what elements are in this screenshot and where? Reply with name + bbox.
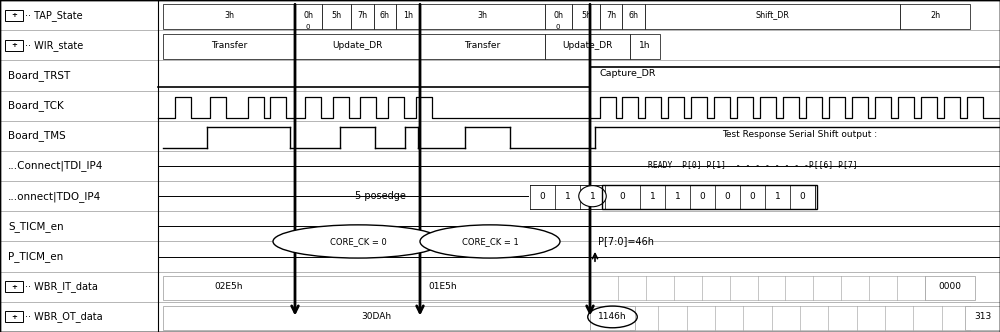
Text: Transfer: Transfer bbox=[211, 41, 247, 50]
Text: Test Response Serial Shift output :: Test Response Serial Shift output : bbox=[722, 130, 878, 139]
Text: 2h: 2h bbox=[930, 11, 940, 20]
Bar bbox=[965, 306, 1000, 330]
Ellipse shape bbox=[420, 225, 560, 258]
Text: Board_TMS: Board_TMS bbox=[8, 130, 66, 141]
Text: 1: 1 bbox=[675, 192, 680, 201]
Text: 5 posedge: 5 posedge bbox=[355, 191, 405, 201]
Text: Update_DR: Update_DR bbox=[562, 41, 613, 50]
Bar bbox=[545, 4, 572, 29]
Text: 01E5h: 01E5h bbox=[428, 282, 457, 291]
Text: 1h: 1h bbox=[639, 41, 651, 50]
Text: ·· TAP_State: ·· TAP_State bbox=[25, 10, 83, 21]
Text: 1: 1 bbox=[565, 192, 570, 201]
Text: 5h: 5h bbox=[581, 11, 591, 20]
Bar bbox=[295, 34, 420, 59]
Bar bbox=[163, 306, 590, 330]
Text: 1h: 1h bbox=[403, 11, 413, 20]
Text: 30DAh: 30DAh bbox=[361, 312, 392, 321]
Text: 0: 0 bbox=[556, 24, 560, 30]
Bar bbox=[295, 276, 590, 300]
Text: 7h: 7h bbox=[606, 11, 616, 20]
Text: Capture_DR: Capture_DR bbox=[600, 69, 656, 78]
Text: 1: 1 bbox=[775, 192, 780, 201]
Text: Board_TRST: Board_TRST bbox=[8, 70, 70, 81]
Bar bbox=[5, 281, 23, 292]
Text: 7h: 7h bbox=[357, 11, 368, 20]
Text: ·· WIR_state: ·· WIR_state bbox=[25, 40, 83, 51]
Text: CORE_CK = 0: CORE_CK = 0 bbox=[330, 237, 386, 246]
Text: 1: 1 bbox=[590, 192, 595, 201]
Bar bbox=[900, 4, 970, 29]
Bar bbox=[322, 4, 351, 29]
Text: 6h: 6h bbox=[380, 11, 390, 20]
Ellipse shape bbox=[273, 225, 443, 258]
Ellipse shape bbox=[579, 186, 606, 207]
Text: 0: 0 bbox=[750, 192, 755, 201]
Bar bbox=[600, 4, 622, 29]
Text: +: + bbox=[11, 284, 17, 290]
Text: CORE_CK = 1: CORE_CK = 1 bbox=[462, 237, 518, 246]
Text: P[7:0]=46h: P[7:0]=46h bbox=[598, 236, 654, 246]
Text: 0: 0 bbox=[620, 192, 625, 201]
Text: 02E5h: 02E5h bbox=[215, 282, 243, 291]
Bar bbox=[420, 4, 545, 29]
Text: 3h: 3h bbox=[478, 11, 488, 20]
Bar bbox=[602, 185, 817, 209]
Text: 0: 0 bbox=[540, 192, 545, 201]
Bar bbox=[351, 4, 374, 29]
Text: S_TICM_en: S_TICM_en bbox=[8, 221, 64, 232]
Text: 0000: 0000 bbox=[938, 282, 962, 291]
Text: Update_DR: Update_DR bbox=[332, 41, 383, 50]
Text: ·· WBR_IT_data: ·· WBR_IT_data bbox=[25, 281, 98, 292]
Bar bbox=[590, 306, 635, 330]
Text: +: + bbox=[11, 314, 17, 320]
Text: 313: 313 bbox=[974, 312, 991, 321]
Text: 5h: 5h bbox=[331, 11, 342, 20]
Bar bbox=[5, 311, 23, 322]
Bar bbox=[163, 276, 295, 300]
Text: 0h: 0h bbox=[554, 11, 564, 20]
Text: ...onnect|TDO_IP4: ...onnect|TDO_IP4 bbox=[8, 191, 101, 202]
Text: ·· WBR_OT_data: ·· WBR_OT_data bbox=[25, 311, 103, 322]
Text: P_TICM_en: P_TICM_en bbox=[8, 251, 63, 262]
Bar bbox=[572, 4, 600, 29]
Text: 0: 0 bbox=[700, 192, 705, 201]
Text: 0h: 0h bbox=[304, 11, 314, 20]
Text: Transfer: Transfer bbox=[464, 41, 501, 50]
Text: Shift_DR: Shift_DR bbox=[756, 11, 789, 20]
Bar bbox=[5, 40, 23, 51]
Bar bbox=[630, 34, 660, 59]
Text: +: + bbox=[11, 42, 17, 48]
Bar bbox=[374, 4, 396, 29]
Text: 0: 0 bbox=[306, 24, 310, 30]
Bar bbox=[163, 34, 295, 59]
Text: 3h: 3h bbox=[224, 11, 234, 20]
Text: READY  P[0] P[1]  - - - - - - - -P[[6] P[7]: READY P[0] P[1] - - - - - - - -P[[6] P[7… bbox=[648, 160, 858, 169]
Bar bbox=[5, 10, 23, 21]
Text: 1146h: 1146h bbox=[598, 312, 627, 321]
Bar bbox=[545, 34, 630, 59]
Text: 1: 1 bbox=[650, 192, 655, 201]
Bar bbox=[163, 4, 295, 29]
Bar bbox=[396, 4, 420, 29]
Text: Board_TCK: Board_TCK bbox=[8, 100, 64, 111]
Bar bbox=[420, 34, 545, 59]
Text: +: + bbox=[11, 12, 17, 18]
Text: ...Connect|TDI_IP4: ...Connect|TDI_IP4 bbox=[8, 161, 103, 171]
Bar bbox=[645, 4, 900, 29]
Bar bbox=[925, 276, 975, 300]
Text: 0: 0 bbox=[800, 192, 805, 201]
Text: 6h: 6h bbox=[629, 11, 639, 20]
Bar bbox=[622, 4, 645, 29]
Text: 0: 0 bbox=[725, 192, 730, 201]
Bar bbox=[295, 4, 322, 29]
